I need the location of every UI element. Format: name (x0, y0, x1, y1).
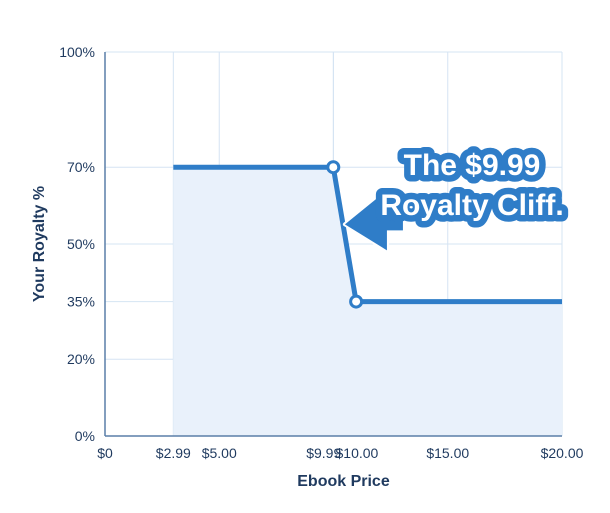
y-axis-title: Your Royalty % (31, 186, 48, 302)
area-fill (173, 167, 562, 436)
callout-text-line-0: The $9.99 (404, 149, 541, 182)
y-tick-label-0: 0% (75, 428, 95, 444)
line-marker-0 (326, 160, 341, 175)
x-axis-title: Ebook Price (297, 473, 390, 490)
line-marker-1 (349, 294, 364, 309)
callout-text-outline-1: Royalty Cliff. (380, 189, 563, 222)
x-tick-label-2: $5.00 (202, 445, 237, 461)
royalty-line (173, 164, 562, 305)
axes (104, 52, 562, 437)
y-tick-label-4: 70% (67, 159, 95, 175)
y-tick-label-3: 50% (67, 236, 95, 252)
x-tick-label-4: $10.00 (336, 445, 379, 461)
callout-arrow (342, 188, 405, 253)
x-tick-label-6: $20.00 (541, 445, 584, 461)
series (173, 160, 562, 309)
x-tick-label-5: $15.00 (426, 445, 469, 461)
callout-text-outline-0: The $9.99 (404, 149, 541, 182)
y-tick-label-1: 20% (67, 351, 95, 367)
y-tick-label-5: 100% (59, 44, 95, 60)
x-tick-label-1: $2.99 (156, 445, 191, 461)
area (173, 167, 562, 436)
x-tick-label-3: $9.99 (306, 445, 341, 461)
x-tick-label-0: $0 (97, 445, 113, 461)
y-tick-label-2: 35% (67, 294, 95, 310)
callout-text-line-1: Royalty Cliff. (380, 189, 563, 222)
tick-labels: 0% 20% 35% 50% 70% 100% $0 $2.99 $5.00 $9.99$10.0… (59, 44, 583, 461)
